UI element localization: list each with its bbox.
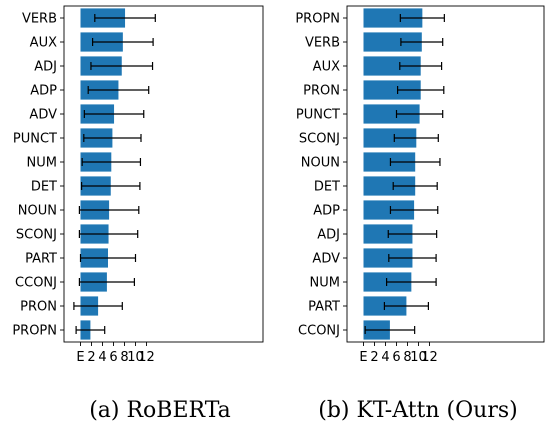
y-tick-label-num: NUM bbox=[310, 276, 340, 291]
bar-adv bbox=[363, 248, 413, 268]
bar-det bbox=[363, 176, 416, 196]
x-tick-label: 8 bbox=[120, 350, 128, 365]
x-tick-label: 6 bbox=[392, 350, 400, 365]
x-tick-label: 6 bbox=[109, 350, 117, 365]
axes-frame bbox=[346, 5, 545, 343]
y-tick-label-pron: PRON bbox=[20, 300, 57, 315]
y-tick-label-adp: ADP bbox=[313, 204, 340, 219]
y-tick-label-punct: PUNCT bbox=[13, 132, 57, 147]
bar-punct bbox=[363, 104, 420, 124]
bar-verb bbox=[363, 32, 422, 52]
y-tick-label-noun: NOUN bbox=[18, 204, 57, 219]
bar-propn bbox=[363, 8, 423, 28]
x-tick-label: E bbox=[359, 350, 367, 365]
y-tick-label-cconj: CCONJ bbox=[298, 324, 340, 339]
x-tick-label: 2 bbox=[370, 350, 378, 365]
y-tick-label-num: NUM bbox=[27, 156, 57, 171]
y-tick-label-propn: PROPN bbox=[295, 12, 340, 27]
y-tick-label-part: PART bbox=[25, 252, 57, 267]
x-tick-label: 8 bbox=[403, 350, 411, 365]
y-tick-label-adv: ADV bbox=[29, 108, 57, 123]
chart-b: PROPN VERB AUX PRON PUNCT SCONJ NOUN DET ADP ADJ A… bbox=[295, 5, 545, 365]
x-tick-label: 10 bbox=[410, 350, 427, 365]
x-tick-label: 2 bbox=[87, 350, 95, 365]
x-tick-label: 12 bbox=[138, 350, 155, 365]
y-tick-label-det: DET bbox=[31, 180, 57, 195]
bar-sconj bbox=[363, 128, 417, 148]
y-tick-label-verb: VERB bbox=[22, 12, 57, 27]
x-tick-label: 10 bbox=[127, 350, 144, 365]
bar-aux bbox=[363, 56, 421, 76]
y-tick-label-noun: NOUN bbox=[301, 156, 340, 171]
bar-adp bbox=[363, 200, 415, 220]
chart-a: VERB AUX ADJ ADP ADV PUNCT NUM DET NOUN SCONJ PART… bbox=[12, 5, 264, 365]
y-tick-label-propn: PROPN bbox=[12, 324, 57, 339]
y-tick-label-punct: PUNCT bbox=[296, 108, 340, 123]
y-tick-label-adp: ADP bbox=[30, 84, 57, 99]
y-tick-label-det: DET bbox=[314, 180, 340, 195]
y-tick-label-adj: ADJ bbox=[34, 60, 57, 75]
y-tick-label-sconj: SCONJ bbox=[16, 228, 57, 243]
bar-noun bbox=[363, 152, 416, 172]
x-tick-label: 4 bbox=[381, 350, 389, 365]
y-tick-label-aux: AUX bbox=[313, 60, 340, 75]
bar-pron bbox=[363, 80, 421, 100]
y-tick-label-adv: ADV bbox=[312, 252, 340, 267]
y-tick-label-sconj: SCONJ bbox=[299, 132, 340, 147]
x-tick-label: 12 bbox=[421, 350, 438, 365]
x-tick-label: 4 bbox=[98, 350, 106, 365]
y-tick-label-adj: ADJ bbox=[317, 228, 340, 243]
y-tick-label-pron: PRON bbox=[303, 84, 340, 99]
caption-a: (a) RoBERTa bbox=[89, 398, 231, 423]
y-tick-label-verb: VERB bbox=[305, 36, 340, 51]
caption-b: (b) KT-Attn (Ours) bbox=[318, 398, 517, 423]
y-tick-label-aux: AUX bbox=[30, 36, 57, 51]
x-tick-label: E bbox=[76, 350, 84, 365]
axes-frame bbox=[63, 5, 264, 343]
y-tick-label-part: PART bbox=[308, 300, 340, 315]
y-tick-label-cconj: CCONJ bbox=[15, 276, 57, 291]
